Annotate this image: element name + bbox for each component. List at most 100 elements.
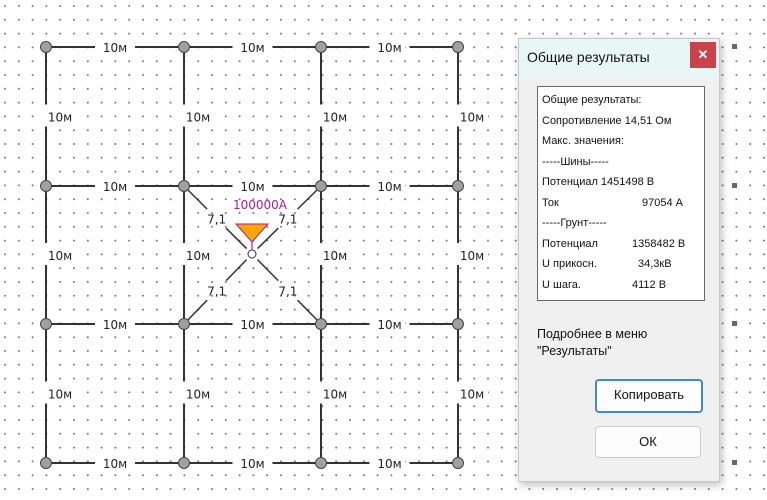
grid-dot xyxy=(445,143,448,145)
grid-dot xyxy=(763,46,765,49)
grid-dot xyxy=(500,281,503,283)
grid-dot xyxy=(445,419,448,421)
grid-node[interactable] xyxy=(178,318,190,330)
grid-dot xyxy=(749,446,752,449)
grid-dot xyxy=(142,101,144,104)
grid-dot xyxy=(514,184,517,187)
grid-dot xyxy=(652,32,655,35)
grid-dot xyxy=(128,170,131,173)
grid-dot xyxy=(473,308,476,311)
grid-dot xyxy=(390,115,393,118)
result-row: -----Грунт----- xyxy=(542,216,607,230)
dialog-titlebar[interactable]: Общие результаты ✕ xyxy=(519,39,719,77)
grid-dot xyxy=(224,336,227,339)
grid-dot xyxy=(404,143,407,145)
grid-dot xyxy=(542,5,545,7)
grid-dot xyxy=(17,308,20,311)
grid-dot xyxy=(418,336,420,339)
result-value: 4112 В xyxy=(632,278,667,291)
grid-dot xyxy=(362,60,365,63)
grid-dot xyxy=(307,74,310,76)
copy-button[interactable]: Копировать xyxy=(595,379,703,413)
grid-dot xyxy=(142,32,144,35)
grid-dot xyxy=(349,198,351,201)
label-bg xyxy=(373,39,406,53)
grid-dot xyxy=(4,170,6,173)
grid-node[interactable] xyxy=(40,457,52,469)
grid-node[interactable] xyxy=(452,41,464,53)
grid-node[interactable] xyxy=(315,318,327,330)
grid-dot xyxy=(224,363,227,366)
grid-dot xyxy=(211,294,213,297)
grid-dot xyxy=(404,129,407,132)
grid-node[interactable] xyxy=(452,318,464,330)
grid-node[interactable] xyxy=(315,41,327,53)
grid-dot xyxy=(404,60,407,63)
grid-dot xyxy=(556,18,558,21)
grid-dot xyxy=(431,308,434,311)
grid-dot xyxy=(390,391,393,394)
grid-dot xyxy=(4,377,6,380)
grid-dot xyxy=(362,239,365,242)
grid-dot xyxy=(142,239,144,242)
grid-dot xyxy=(224,308,227,311)
grid-dot xyxy=(473,143,476,145)
grid-dot xyxy=(59,281,62,283)
grid-dot xyxy=(17,129,20,132)
current-source-icon xyxy=(234,223,270,243)
grid-dot xyxy=(721,101,724,104)
grid-dot xyxy=(418,239,420,242)
grid-dot xyxy=(445,446,448,449)
grid-dot xyxy=(293,432,296,435)
grid-node[interactable] xyxy=(40,41,52,53)
diagonal-length-label: 7,1 xyxy=(278,284,297,298)
grid-node[interactable] xyxy=(178,41,190,53)
grid-dot xyxy=(252,294,255,297)
grid-dot xyxy=(459,294,462,297)
grid-dot xyxy=(514,405,517,408)
grid-node[interactable] xyxy=(315,457,327,469)
grid-dot xyxy=(224,488,227,490)
grid-dot xyxy=(45,474,48,477)
segment-length-label: 10м xyxy=(240,318,264,332)
grid-dot xyxy=(749,391,752,394)
grid-dot xyxy=(349,281,351,283)
grid-dot xyxy=(17,377,20,380)
ok-button[interactable]: ОК xyxy=(595,426,701,458)
grid-dot xyxy=(431,294,434,297)
grid-dot xyxy=(197,446,200,449)
grid-dot xyxy=(31,143,34,145)
grid-dot xyxy=(376,225,379,228)
grid-node[interactable] xyxy=(315,180,327,192)
grid-dot xyxy=(293,87,296,90)
center-node[interactable] xyxy=(247,249,257,259)
grid-dot xyxy=(224,405,227,408)
grid-dot xyxy=(128,350,131,352)
grid-dot xyxy=(128,253,131,256)
grid-dot xyxy=(293,336,296,339)
grid-dot xyxy=(362,391,365,394)
grid-dot xyxy=(735,267,738,270)
grid-node[interactable] xyxy=(178,457,190,469)
grid-dot xyxy=(418,308,420,311)
grid-dot xyxy=(4,156,6,159)
grid-dot xyxy=(59,143,62,145)
grid-dot xyxy=(293,281,296,283)
grid-dot xyxy=(142,129,144,132)
grid-node[interactable] xyxy=(40,180,52,192)
grid-dot xyxy=(749,74,752,76)
grid-dot xyxy=(59,405,62,408)
grid-node[interactable] xyxy=(452,457,464,469)
grid-dot xyxy=(349,101,351,104)
more-info-text: Подробнее в меню "Результаты" xyxy=(537,326,647,360)
grid-node[interactable] xyxy=(40,318,52,330)
grid-node[interactable] xyxy=(178,180,190,192)
close-button[interactable]: ✕ xyxy=(690,42,716,68)
grid-dot xyxy=(31,377,34,380)
grid-dot xyxy=(211,474,213,477)
grid-node[interactable] xyxy=(452,180,464,192)
grid-dot xyxy=(749,350,752,352)
grid-dot xyxy=(473,322,476,325)
grid-dot xyxy=(459,419,462,421)
